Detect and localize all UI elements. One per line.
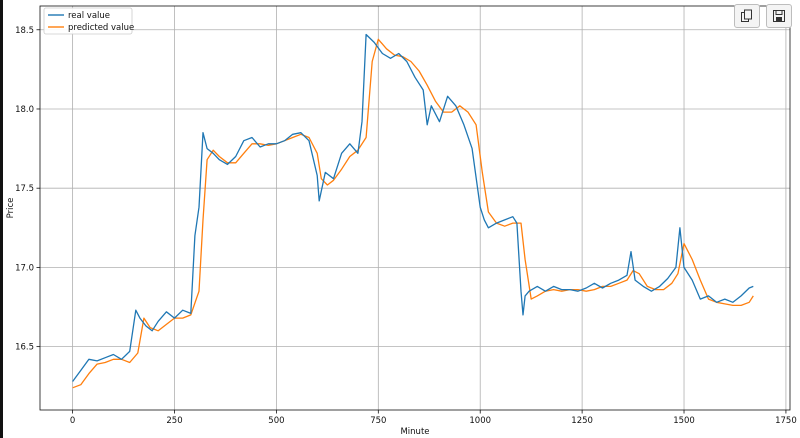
copy-icon: [741, 9, 752, 22]
series-line-real-value: [72, 33, 754, 382]
legend-label-predicted: predicted value: [68, 23, 134, 33]
x-tick-label: 250: [166, 416, 182, 426]
x-tick-label: 1000: [469, 416, 491, 426]
y-tick-label: 16.5: [15, 343, 34, 353]
legend-box: [43, 7, 133, 35]
x-tick-label: 1500: [673, 416, 695, 426]
x-tick-label: 0: [70, 416, 75, 426]
y-tick-label: 18.5: [15, 26, 34, 36]
x-tick-label: 500: [268, 416, 284, 426]
x-tick-label: 1750: [775, 416, 797, 426]
plot-frame: [39, 5, 791, 411]
y-tick-label: 17.0: [15, 263, 34, 273]
y-tick-label: 17.5: [15, 184, 34, 194]
x-axis-label: Minute: [400, 427, 429, 437]
y-tick-label: 18.0: [15, 105, 34, 115]
series-line-predicted-value: [72, 38, 754, 389]
left-border: [0, 0, 3, 438]
legend-label-real: real value: [68, 11, 110, 21]
save-icon: [773, 10, 785, 22]
x-tick-label: 750: [370, 416, 386, 426]
legend: real value predicted value: [43, 7, 134, 35]
grid: [40, 6, 790, 410]
copy-button[interactable]: [734, 4, 760, 28]
save-button[interactable]: [766, 4, 792, 28]
y-axis-label: Price: [6, 198, 16, 219]
x-tick-label: 1250: [571, 416, 593, 426]
series-lines: [72, 33, 754, 389]
axis-ticks: 0 250 500 750 1000 1250 1500 1750 16.5 17.0 17.5 18…: [15, 26, 797, 426]
